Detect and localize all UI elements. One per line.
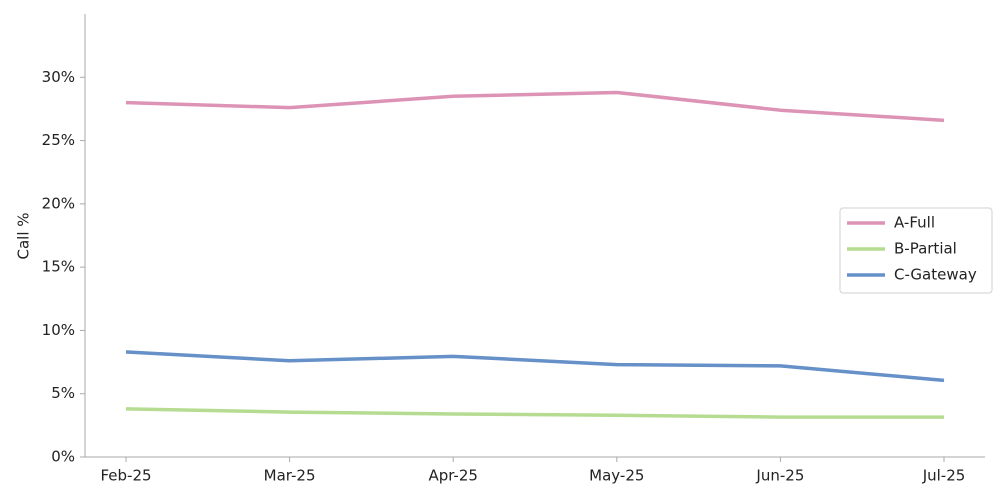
y-tick-label: 10% xyxy=(42,321,75,339)
legend-label: B-Partial xyxy=(894,240,957,258)
series-line xyxy=(125,350,945,383)
y-tick-label: 20% xyxy=(42,194,75,212)
series-line xyxy=(125,407,944,419)
y-tick-label: 30% xyxy=(42,68,75,86)
legend-box xyxy=(839,207,993,294)
y-axis-label: Call % xyxy=(15,212,33,259)
x-tick-label: Apr-25 xyxy=(428,467,478,485)
y-tick-label: 0% xyxy=(51,448,75,466)
x-tick-label: Feb-25 xyxy=(100,467,151,485)
legend-label: C-Gateway xyxy=(894,266,977,284)
x-tick-label: May-25 xyxy=(589,467,644,485)
x-tick-label: Mar-25 xyxy=(264,467,316,485)
y-tick-label: 5% xyxy=(51,384,75,402)
x-tick-label: Jul-25 xyxy=(922,467,966,485)
legend-label: A-Full xyxy=(894,214,935,232)
y-tick-label: 25% xyxy=(42,131,75,149)
x-tick-label: Jun-25 xyxy=(755,467,804,485)
series-line xyxy=(125,90,945,123)
y-tick-label: 15% xyxy=(42,258,75,276)
